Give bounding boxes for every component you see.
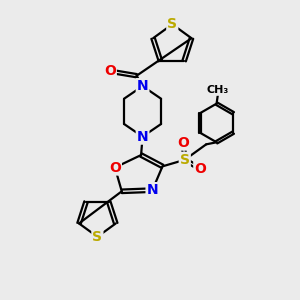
Text: N: N	[137, 79, 148, 93]
Text: N: N	[147, 183, 158, 197]
Text: O: O	[194, 162, 206, 176]
Text: S: S	[167, 17, 177, 31]
Text: O: O	[109, 160, 121, 175]
Text: S: S	[92, 230, 102, 244]
Text: O: O	[177, 136, 189, 150]
Text: O: O	[104, 64, 116, 78]
Text: CH₃: CH₃	[207, 85, 229, 95]
Text: S: S	[180, 153, 190, 167]
Text: N: N	[137, 130, 148, 144]
